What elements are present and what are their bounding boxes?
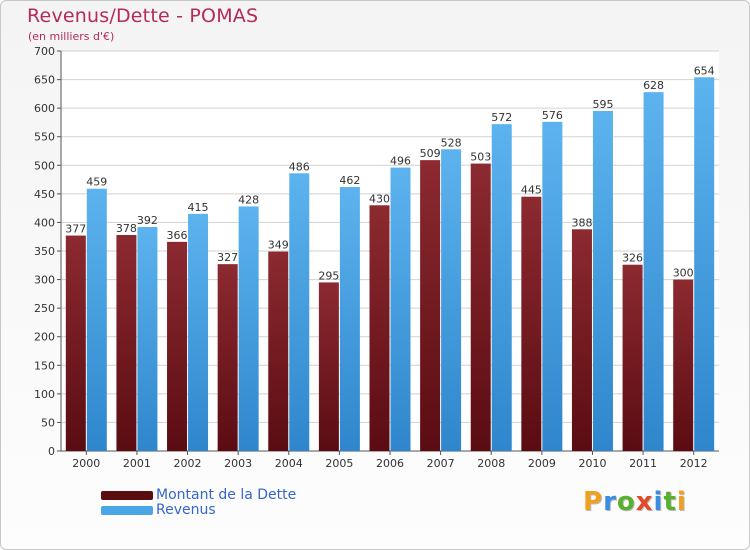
data-label-revenus-2010: 595 <box>592 98 613 111</box>
bar-revenus-2006 <box>390 167 411 452</box>
x-tick-label-2005: 2005 <box>325 457 353 470</box>
data-label-revenus-2002: 415 <box>188 201 209 214</box>
data-label-dette-2000: 377 <box>65 223 86 236</box>
chart-title: Revenus/Dette - POMAS <box>27 5 259 27</box>
data-label-revenus-2008: 572 <box>491 111 512 124</box>
x-tick-label-2004: 2004 <box>275 457 303 470</box>
data-label-dette-2012: 300 <box>673 267 694 280</box>
y-tick-label-250: 250 <box>34 302 55 315</box>
bar-revenus-2010 <box>592 111 613 451</box>
logo-letter: o <box>616 487 636 517</box>
x-tick-label-2010: 2010 <box>578 457 606 470</box>
y-tick-label-550: 550 <box>34 131 55 144</box>
x-tick-label-2002: 2002 <box>174 457 202 470</box>
bar-dette-2006 <box>369 205 390 451</box>
bar-revenus-2002 <box>188 213 209 451</box>
data-label-revenus-2012: 654 <box>694 64 715 77</box>
x-tick-label-2007: 2007 <box>427 457 455 470</box>
bar-revenus-2007 <box>441 149 462 452</box>
bar-dette-2009 <box>521 196 542 451</box>
data-label-dette-2003: 327 <box>217 251 238 264</box>
x-tick-label-2008: 2008 <box>477 457 505 470</box>
logo-letter: P <box>583 487 604 517</box>
legend-label-dette: Montant de la Dette <box>156 487 297 503</box>
data-label-revenus-2005: 462 <box>339 174 360 187</box>
bar-dette-2003 <box>217 264 238 451</box>
data-label-revenus-2006: 496 <box>390 155 411 168</box>
y-tick-label-50: 50 <box>41 416 55 429</box>
bar-revenus-2008 <box>491 124 512 452</box>
bar-dette-2000 <box>65 235 86 451</box>
bar-dette-2010 <box>571 229 592 451</box>
y-tick-label-100: 100 <box>34 388 55 401</box>
bar-revenus-2009 <box>542 121 563 451</box>
y-tick-label-500: 500 <box>34 159 55 172</box>
chart-subtitle: (en milliers d'€) <box>28 30 115 43</box>
bar-dette-2002 <box>167 241 188 451</box>
bar-dette-2005 <box>318 282 339 451</box>
y-tick-label-600: 600 <box>34 102 55 115</box>
x-tick-label-2009: 2009 <box>528 457 556 470</box>
logo-letter: t <box>663 487 677 517</box>
data-label-dette-2011: 326 <box>622 252 643 265</box>
bar-revenus-2012 <box>694 77 715 452</box>
data-label-revenus-2003: 428 <box>238 193 259 206</box>
bar-revenus-2000 <box>86 188 107 451</box>
bar-revenus-2004 <box>289 173 310 452</box>
data-label-dette-2008: 503 <box>470 151 491 164</box>
bar-revenus-2005 <box>339 187 360 451</box>
data-label-dette-2007: 509 <box>420 147 441 160</box>
data-label-dette-2009: 445 <box>521 184 542 197</box>
bar-revenus-2003 <box>238 206 259 451</box>
x-tick-label-2001: 2001 <box>123 457 151 470</box>
bar-revenus-2011 <box>643 92 664 452</box>
y-tick-label-450: 450 <box>34 188 55 201</box>
data-label-dette-2002: 366 <box>167 229 188 242</box>
data-label-dette-2001: 378 <box>116 222 137 235</box>
bar-dette-2011 <box>622 264 643 451</box>
bar-dette-2012 <box>673 279 694 451</box>
y-tick-label-400: 400 <box>34 216 55 229</box>
data-label-dette-2010: 388 <box>571 216 592 229</box>
bar-dette-2008 <box>470 163 491 452</box>
y-tick-label-700: 700 <box>34 45 55 58</box>
y-tick-label-200: 200 <box>34 331 55 344</box>
data-label-revenus-2007: 528 <box>441 136 462 149</box>
y-tick-label-350: 350 <box>34 245 55 258</box>
logo-letter: x <box>635 487 654 517</box>
proxiti-logo: Proxiti <box>583 487 687 517</box>
data-label-dette-2006: 430 <box>369 192 390 205</box>
y-tick-label-150: 150 <box>34 359 55 372</box>
legend-swatch-dette <box>101 491 153 500</box>
legend-label-revenus: Revenus <box>156 502 216 518</box>
bar-dette-2007 <box>420 160 441 451</box>
data-label-revenus-2000: 459 <box>86 176 107 189</box>
x-tick-label-2012: 2012 <box>680 457 708 470</box>
x-tick-label-2011: 2011 <box>629 457 657 470</box>
y-tick-label-0: 0 <box>48 445 55 458</box>
bar-dette-2001 <box>116 235 137 451</box>
bar-dette-2004 <box>268 251 289 451</box>
y-tick-label-300: 300 <box>34 274 55 287</box>
bar-revenus-2001 <box>137 227 158 451</box>
x-tick-label-2006: 2006 <box>376 457 404 470</box>
x-tick-label-2003: 2003 <box>224 457 252 470</box>
data-label-revenus-2001: 392 <box>137 214 158 227</box>
y-tick-label-650: 650 <box>34 74 55 87</box>
logo-letter: i <box>676 487 687 517</box>
data-label-revenus-2009: 576 <box>542 109 563 122</box>
data-label-dette-2004: 349 <box>268 239 289 252</box>
data-label-revenus-2011: 628 <box>643 79 664 92</box>
logo-letter: i <box>653 487 664 517</box>
x-tick-label-2000: 2000 <box>72 457 100 470</box>
data-label-dette-2005: 295 <box>318 269 339 282</box>
legend-swatch-revenus <box>101 506 153 515</box>
logo-letter: r <box>603 487 617 517</box>
data-label-revenus-2004: 486 <box>289 160 310 173</box>
